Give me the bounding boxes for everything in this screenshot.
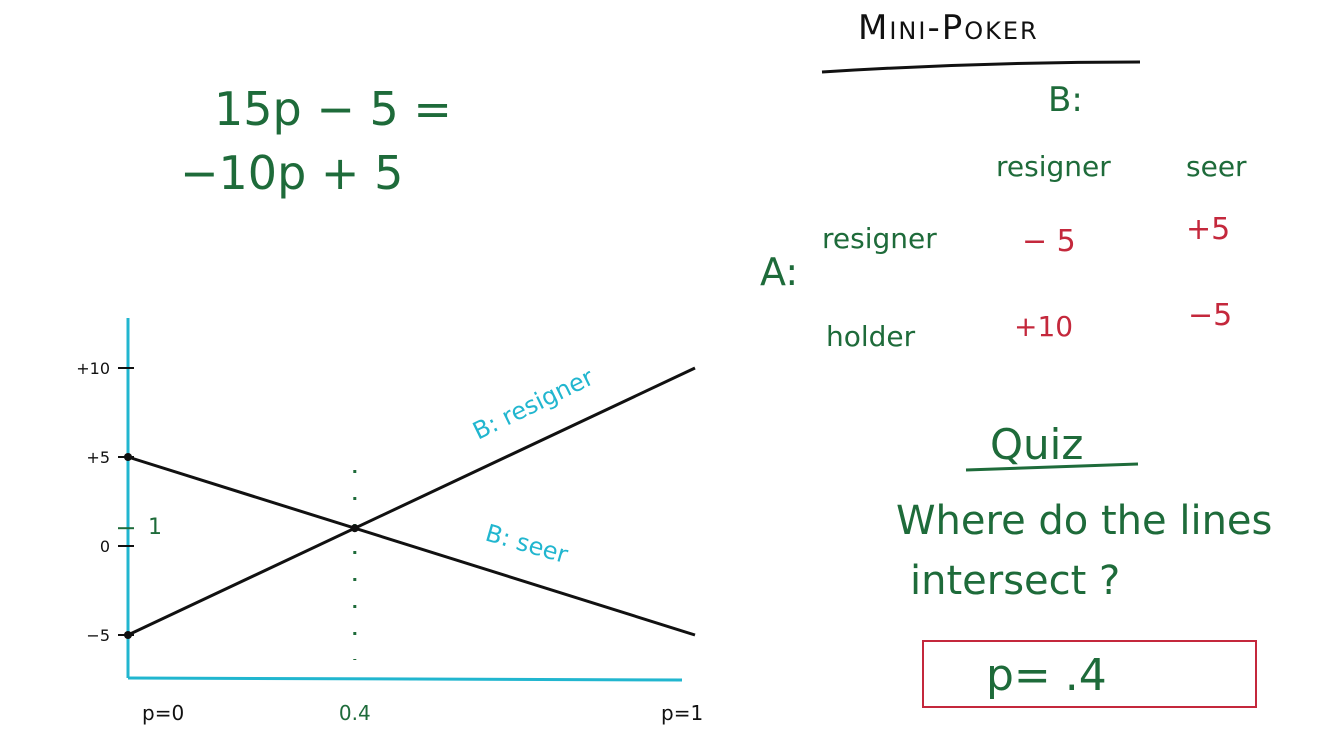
series-line-resigner: [127, 366, 696, 637]
x-tick-label: 0.4: [339, 701, 371, 725]
y-tick-label: +5: [86, 448, 110, 467]
payoff-holder-seer: −5: [1188, 298, 1233, 333]
row-label-holder: holder: [826, 320, 916, 353]
y-tick-label: 0: [100, 537, 110, 556]
series-start-point: [124, 631, 132, 639]
column-header-resigner: resigner: [996, 150, 1111, 183]
series-start-point: [124, 453, 132, 461]
quiz-answer: p= .4: [986, 650, 1107, 701]
y-tick-label: −5: [86, 626, 110, 645]
payoff-resigner-resigner: − 5: [1022, 224, 1076, 259]
intersection-point: [350, 524, 359, 533]
equation-line-2: −10p + 5: [180, 146, 404, 200]
answer-box: [922, 640, 1257, 708]
y-tick-label: 1: [148, 515, 162, 540]
column-player-label: B:: [1048, 80, 1083, 120]
quiz-question-line-1: Where do the lines: [896, 498, 1273, 544]
row-player-label: A:: [760, 250, 799, 294]
equation-line-1: 15p − 5 =: [214, 82, 452, 136]
series-label-resigner: B: resigner: [468, 363, 598, 445]
y-tick-label: +10: [76, 359, 110, 378]
series-line-seer: [127, 455, 696, 637]
quiz-question-line-2: intersect ?: [910, 558, 1121, 604]
x-axis: [127, 676, 683, 682]
payoff-resigner-seer: +5: [1186, 212, 1231, 247]
page-title: Mini-Poker: [858, 8, 1039, 48]
x-tick-label: p=0: [142, 701, 184, 725]
series-label-seer: B: seer: [482, 519, 571, 569]
row-label-resigner: resigner: [822, 222, 937, 255]
payoff-holder-resigner: +10: [1014, 310, 1074, 343]
x-tick-label: p=1: [661, 701, 703, 725]
column-header-seer: seer: [1186, 150, 1247, 183]
quiz-title: Quiz: [990, 420, 1084, 469]
